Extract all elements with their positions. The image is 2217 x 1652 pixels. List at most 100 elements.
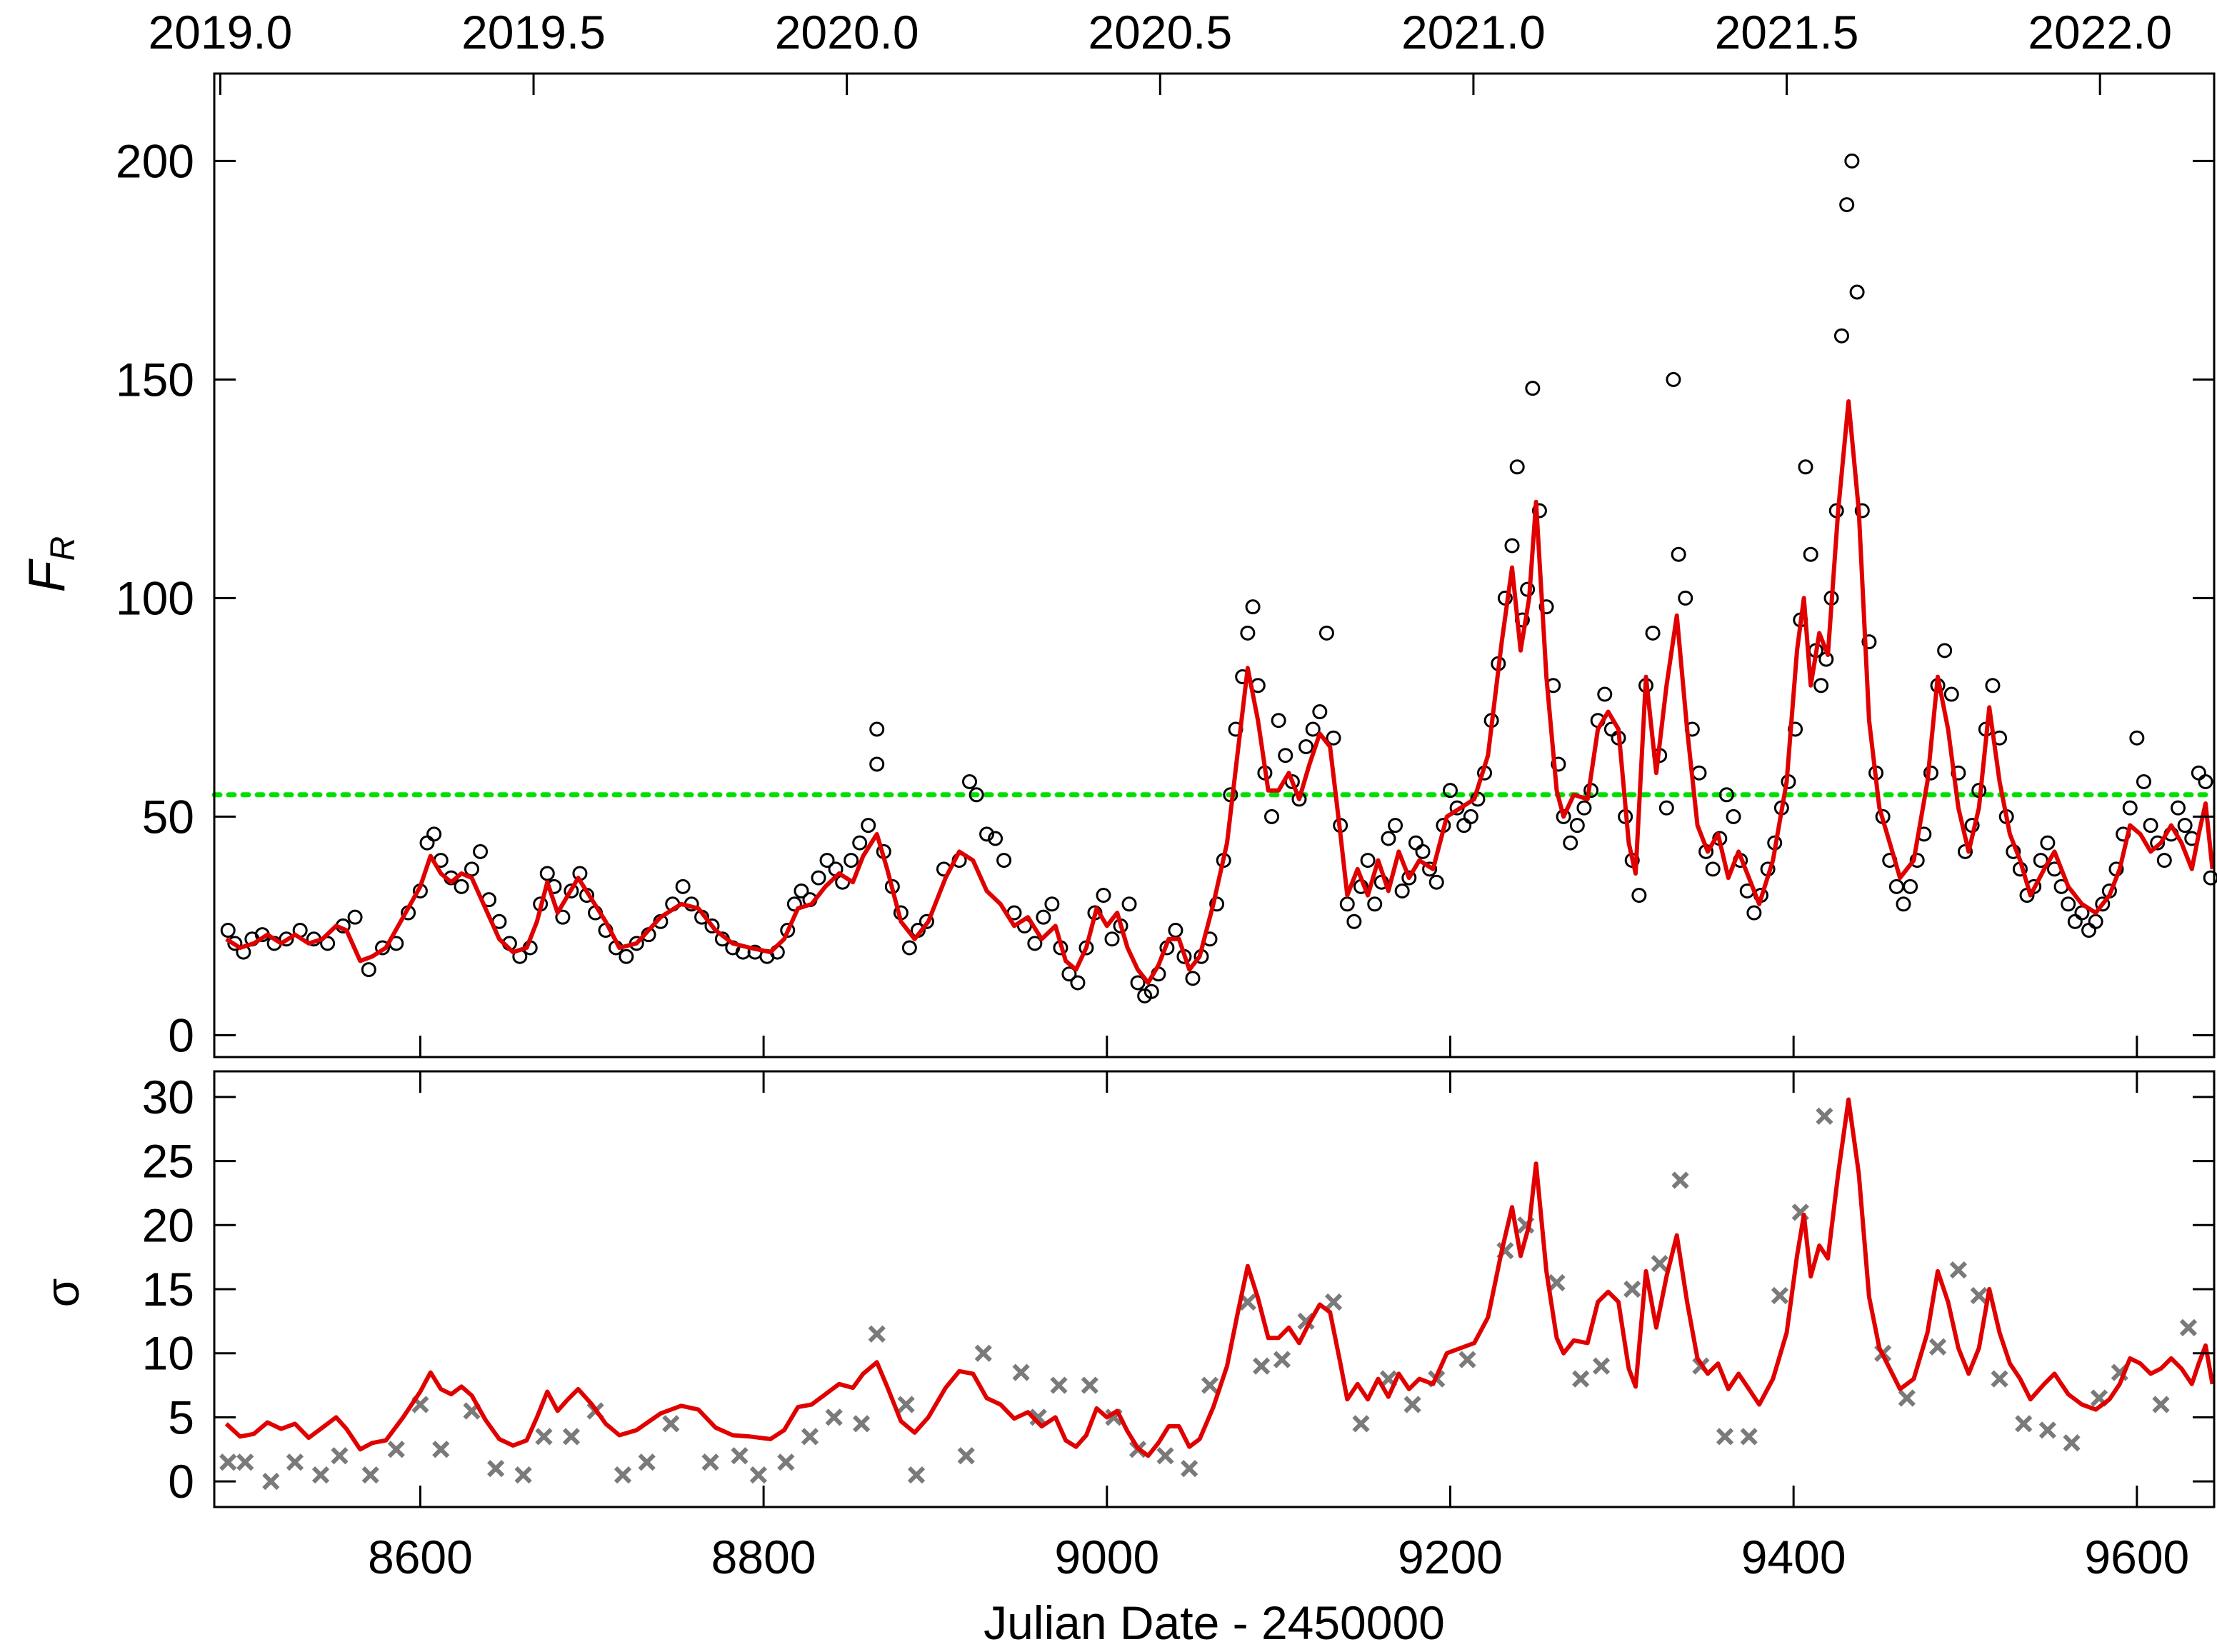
flux-point-18 [426,826,442,842]
sigma-marker-44 [1324,1293,1343,1311]
flux-point-13 [375,940,391,956]
bottom-y-tick-label-3: 15 [142,1263,194,1316]
sigma-marker-30 [974,1344,992,1362]
flux-point-200 [1833,328,1849,344]
top-y-tick-label-3: 150 [116,353,194,406]
flux-point-250 [2171,800,2186,816]
sigma-marker-56 [1651,1254,1668,1273]
flux-point-96 [1143,983,1159,999]
top-y-tick-label-2: 100 [116,571,194,624]
flux-point-172 [1658,800,1674,816]
sigma-marker-16 [614,1466,632,1484]
flux-point-64 [861,818,876,833]
flux-point-47 [704,918,720,933]
flux-point-243 [2122,800,2138,816]
flux-point-55 [786,896,802,912]
flux-point-79 [996,853,1012,868]
year-tick-label-1: 2019.5 [461,6,606,59]
flux-point-124 [1339,896,1355,912]
sigma-marker-5 [331,1447,349,1465]
flux-point-77 [979,826,995,842]
flux-point-11 [347,909,363,925]
sigma-marker-19 [701,1453,719,1471]
flux-point-56 [794,883,809,898]
flux-point-139 [1442,783,1458,799]
flux-point-91 [1104,931,1120,947]
flux-point-182 [1726,809,1741,824]
flux-point-125 [1346,913,1362,929]
sigma-marker-26 [868,1325,886,1343]
flux-point-142 [1463,809,1478,824]
sigma-marker-32 [1029,1408,1047,1426]
flux-point-99 [1168,923,1183,938]
sigma-marker-66 [1928,1338,1947,1356]
sigma-marker-47 [1403,1396,1421,1413]
flux-point-66 [869,721,885,737]
bottom-y-axis-title: σ [36,1278,89,1308]
flux-point-122 [1326,730,1341,746]
bottom-x-tick-label-1: 8800 [711,1531,816,1583]
sigma-marker-75 [2152,1396,2170,1413]
flux-point-58 [811,870,826,886]
bottom-x-axis-title: Julian Date - 2450000 [984,1596,1445,1649]
sigma-marker-67 [1949,1261,1968,1279]
sigma-marker-53 [1572,1370,1590,1388]
sigma-marker-11 [487,1460,505,1478]
sigma-marker-24 [825,1408,843,1426]
sigma-marker-63 [1816,1107,1833,1125]
flux-point-248 [2156,853,2172,868]
flux-point-101 [1185,971,1201,986]
flux-point-131 [1388,818,1403,833]
top-y-tick-label-1: 50 [142,790,194,843]
flux-point-22 [464,861,480,877]
bottom-y-ticks: 0 5 10 15 20 25 30 [142,1071,2214,1508]
flux-point-174 [1671,546,1686,562]
flux-point-110 [1245,599,1261,615]
year-tick-label-2: 2020.0 [775,6,919,59]
flux-point-6 [279,931,294,947]
year-tick-label-6: 2022.0 [2028,6,2172,59]
flux-point-133 [1401,870,1417,886]
sigma-marker-21 [749,1466,768,1484]
flux-point-152 [1525,381,1541,396]
flux-smooth-curve [225,399,2215,985]
flux-point-153 [1531,503,1547,519]
year-tick-label-0: 2019.0 [148,6,292,59]
sigma-marker-68 [1970,1286,1988,1305]
sigma-marker-52 [1548,1273,1566,1292]
top-panel: 0 50 100 150 200 2019.0 2019.5 2020.0 2020.5 202… [19,6,2217,1061]
flux-point-23 [473,843,489,859]
flux-point-114 [1271,713,1286,729]
sigma-marker-2 [262,1472,280,1491]
flux-point-75 [962,774,978,789]
flux-point-163 [1597,686,1613,702]
flux-point-44 [675,878,691,894]
sigma-marker-4 [311,1466,330,1484]
flux-point-179 [1705,861,1721,877]
flux-point-127 [1360,853,1376,868]
flux-point-135 [1415,843,1431,859]
bottom-y-tick-label-6: 30 [142,1071,194,1123]
flux-point-54 [780,923,796,938]
sigma-marker-18 [662,1415,680,1433]
bottom-x-tick-label-2: 9000 [1054,1531,1159,1583]
flux-point-65 [869,756,885,772]
flux-point-94 [1130,975,1146,991]
sigma-marker-29 [957,1447,975,1465]
flux-point-193 [1798,459,1813,475]
flux-point-254 [2198,774,2213,789]
flux-point-181 [1718,787,1734,803]
year-tick-label-4: 2021.0 [1401,6,1546,59]
flux-point-118 [1298,739,1314,754]
flux-point-33 [564,883,579,898]
flux-point-244 [2129,730,2145,746]
sigma-marker-55 [1623,1280,1641,1298]
bottom-y-tick-label-1: 5 [168,1391,194,1443]
top-x-ticks [419,1036,2138,1057]
sigma-marker-59 [1716,1428,1734,1446]
top-panel-frame [213,72,2216,1058]
sigma-marker-60 [1740,1428,1758,1446]
top-y-tick-label-0: 0 [168,1008,194,1061]
flux-point-136 [1422,861,1438,877]
